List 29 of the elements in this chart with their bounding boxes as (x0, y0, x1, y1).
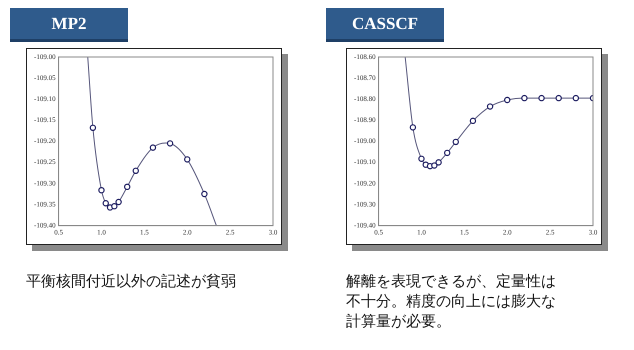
line-series (87, 57, 217, 226)
point (111, 203, 118, 210)
point (572, 94, 580, 102)
point (435, 159, 442, 166)
point (98, 186, 105, 194)
point (538, 94, 545, 102)
text: 解離を表現できるが、定量性は不十分。精度の向上には膨大な計算量が必要。 (346, 272, 557, 332)
point (132, 168, 139, 174)
point (150, 144, 156, 151)
point (504, 96, 510, 104)
point (90, 124, 96, 132)
chart-title: CASSCF (326, 8, 444, 42)
point (184, 156, 190, 163)
chart-title: MP2 (10, 8, 128, 42)
point (486, 103, 494, 110)
text: 平衡核間付近以外の記述が貧弱 (26, 272, 237, 292)
point (115, 198, 122, 206)
point (102, 200, 109, 206)
point (470, 118, 476, 124)
point (201, 190, 208, 198)
point (555, 94, 562, 102)
point (124, 184, 130, 190)
point (521, 94, 528, 102)
point (166, 140, 174, 147)
point (444, 150, 450, 156)
point (452, 138, 459, 146)
point (431, 162, 438, 169)
point (418, 156, 425, 162)
point (410, 124, 416, 131)
